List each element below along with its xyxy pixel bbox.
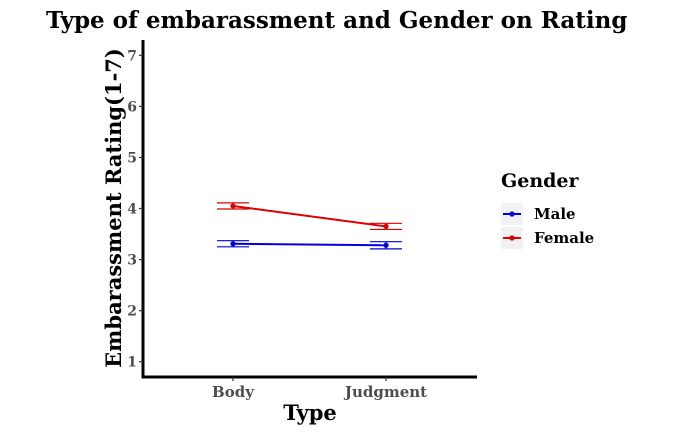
legend: Gender Male Female [501,170,594,249]
data-point-male [230,241,236,247]
legend-title: Gender [501,170,580,192]
chart-title: Type of embarassment and Gender on Ratin… [46,7,627,34]
data-point-female [230,203,236,209]
legend-key-point [509,235,515,241]
data-point-female [383,223,389,229]
series-line-female [232,204,387,228]
x-axis-title: Type [283,400,337,425]
y-tick-label: 5 [127,150,137,166]
y-tick-label: 3 [127,253,137,269]
series-line-male [232,242,387,247]
x-tick-label: Body [212,383,255,401]
plot-area: 1 2 3 4 5 6 7 Body Judgment [127,40,477,401]
y-tick-label: 4 [127,202,137,218]
y-tick-label: 7 [127,48,137,64]
y-tick-label: 2 [127,304,137,320]
x-tick-label: Judgment [343,383,427,401]
y-tick-label: 6 [127,99,137,115]
data-point-male [383,242,389,248]
legend-label-male: Male [534,205,576,223]
y-tick-label: 1 [127,355,137,371]
legend-key-point [509,211,515,217]
y-axis-title: Embarassment Rating(1-7) [101,48,126,368]
legend-label-female: Female [534,229,594,247]
